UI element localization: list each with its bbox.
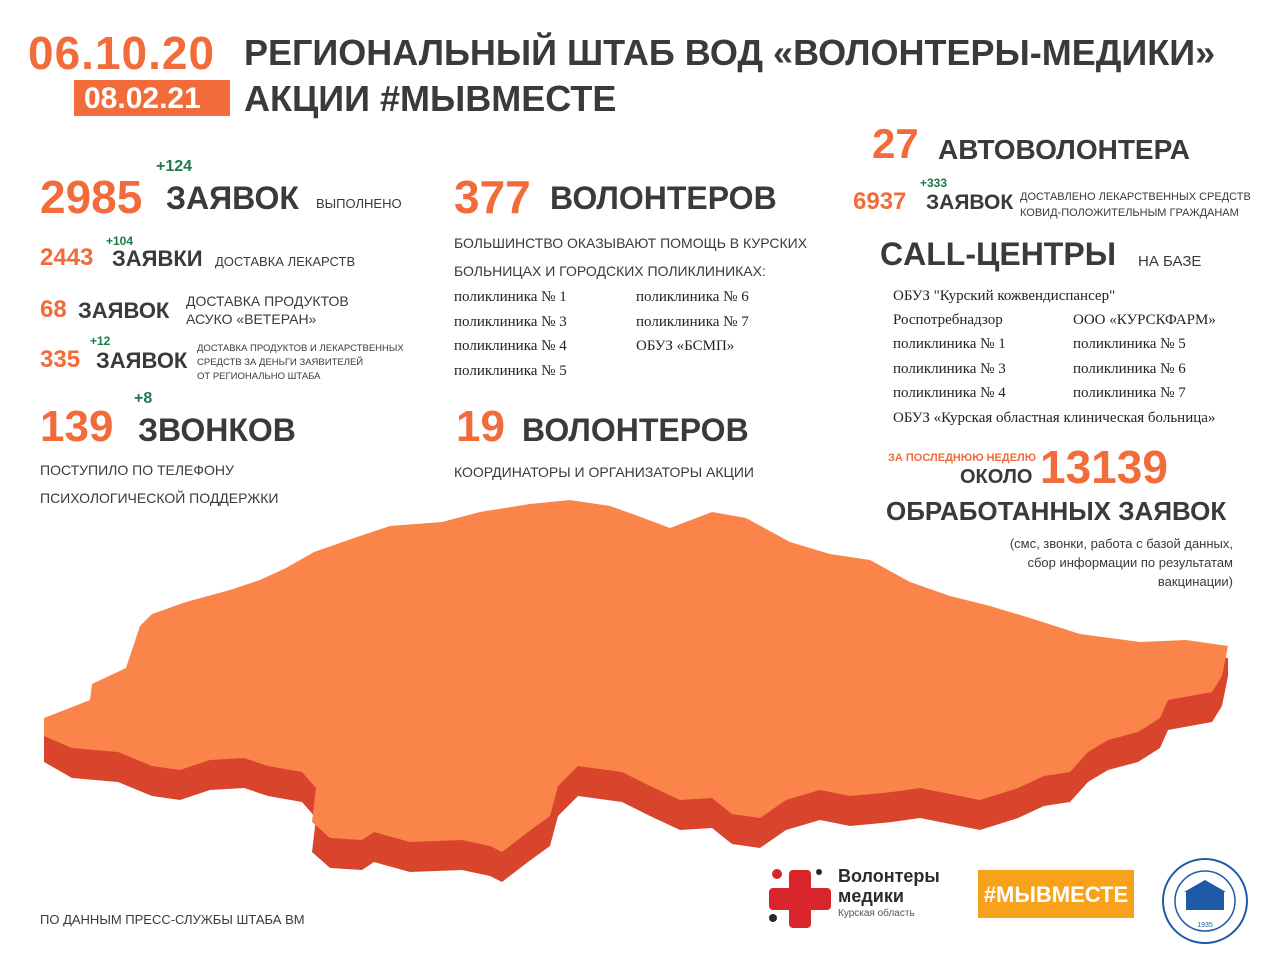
delivered-note-2: ковид-положительным гражданам	[1020, 207, 1239, 219]
auto-value: 27	[872, 120, 919, 167]
calls-delta: +8	[134, 390, 153, 407]
about-word: около	[960, 466, 1033, 488]
requests-value: 2985	[40, 171, 143, 223]
delivered-value: 6937	[853, 188, 907, 215]
date-to-badge	[74, 80, 230, 116]
logo-title-2: медики	[838, 886, 904, 906]
source-note: по данным пресс-службы штаба ВМ	[40, 912, 305, 927]
coordinators-note: координаторы и организаторы Акции	[454, 464, 754, 480]
coordinators-word: ВОЛОНТЕРОВ	[522, 412, 749, 448]
center-item: поликлиника № 6	[1073, 361, 1186, 377]
funded-note-3: от регионально штаба	[197, 371, 321, 382]
map-top	[44, 500, 1228, 852]
hashtag-badge	[978, 870, 1134, 918]
medicine-delta: +104	[106, 234, 134, 248]
processed-word: ОБРАБОТАННЫХ ЗАЯВОК	[886, 496, 1227, 526]
products-word: ЗАЯВОК	[78, 298, 170, 323]
center-item: поликлиника № 1	[893, 336, 1006, 352]
calls-note-1: поступило по телефону	[40, 462, 234, 478]
hashtag-label: #МЫВМЕСТЕ	[983, 882, 1129, 907]
clinic-item: поликлиника № 4	[454, 338, 567, 354]
delivered-word: ЗАЯВОК	[926, 191, 1014, 214]
products-note-2: АСУКО «Ветеран»	[186, 311, 317, 327]
requests-delta: +124	[156, 158, 193, 175]
volunteers-note-2: больницах и городских поликлиниках:	[454, 263, 766, 279]
page-title-line2: АКЦИИ #МЫВМЕСТЕ	[244, 78, 617, 119]
requests-word: ЗАЯВОК	[166, 180, 299, 216]
logo-region: Курская область	[838, 908, 915, 919]
volunteers-note-1: большинство оказывают помощь в курских	[454, 235, 808, 251]
processed-note-1: (смс, звонки, работа с базой данных,	[1009, 536, 1233, 551]
funded-note-1: доставка продуктов и лекарственных	[197, 343, 404, 354]
logo-title-1: Волонтеры	[838, 866, 940, 886]
funded-word: ЗАЯВОК	[96, 348, 188, 373]
auto-word: АВТОВОЛОНТЕРА	[938, 134, 1191, 165]
clinic-item: поликлиника № 6	[636, 289, 749, 305]
center-item: поликлиника № 3	[893, 361, 1006, 377]
funded-delta: +12	[90, 334, 111, 348]
processed-note-3: вакцинации)	[1157, 574, 1233, 589]
funded-note-2: средств за деньги заявителей	[197, 357, 364, 368]
calls-note-2: психологической поддержки	[40, 490, 279, 506]
clinic-item: ОБУЗ «БСМП»	[636, 338, 735, 354]
delivered-note-1: доставлено лекарственных средств	[1020, 191, 1251, 203]
calls-value: 139	[40, 402, 114, 451]
medicine-word: ЗАЯВКИ	[112, 246, 203, 271]
products-note-1: доставка продуктов	[186, 293, 349, 309]
delivered-delta: +333	[920, 176, 948, 190]
call-centers-note: на базе	[1138, 253, 1202, 270]
clinic-item: поликлиника № 3	[454, 314, 567, 330]
requests-note: выполнено	[316, 196, 402, 211]
clinic-item: поликлиника № 1	[454, 289, 567, 305]
medicine-note: доставка лекарств	[215, 254, 356, 269]
seal-year: 1935	[1197, 922, 1213, 929]
calls-word: ЗВОНКОВ	[138, 412, 296, 448]
clinic-item: поликлиника № 7	[636, 314, 749, 330]
center-item: поликлиника № 4	[893, 385, 1006, 401]
university-seal-icon: 1935	[1162, 858, 1248, 944]
coordinators-value: 19	[456, 402, 505, 451]
call-centers-title: CALL-ЦЕНТРЫ	[880, 236, 1117, 272]
kursk-region-map	[44, 500, 1228, 882]
volunteers-medics-logo-icon	[769, 869, 831, 928]
center-item: поликлиника № 5	[1073, 336, 1186, 352]
processed-value: 13139	[1040, 441, 1168, 493]
center-item: поликлиника № 7	[1073, 385, 1186, 401]
center-item: ООО «КУРСКФАРМ»	[1073, 312, 1216, 328]
processed-note-2: сбор информации по результатам	[1027, 555, 1233, 570]
page-title-line1: РЕГИОНАЛЬНЫЙ ШТАБ ВОД «ВОЛОНТЕРЫ-МЕДИКИ»	[244, 32, 1216, 73]
center-item: ОБУЗ "Курский кожвендиспансер"	[893, 288, 1116, 304]
volunteers-word: ВОЛОНТЕРОВ	[550, 180, 777, 216]
week-label: за последнюю неделю	[888, 452, 1037, 464]
clinic-item: поликлиника № 5	[454, 363, 567, 379]
center-item: Роспотребнадзор	[893, 312, 1003, 328]
center-item: ОБУЗ «Курская областная клиническая боль…	[893, 410, 1216, 426]
date-from: 06.10.20	[28, 27, 216, 79]
products-value: 68	[40, 296, 67, 323]
date-to: 08.02.21	[84, 82, 201, 115]
funded-value: 335	[40, 346, 81, 373]
volunteers-value: 377	[454, 171, 531, 223]
medicine-value: 2443	[40, 244, 94, 271]
